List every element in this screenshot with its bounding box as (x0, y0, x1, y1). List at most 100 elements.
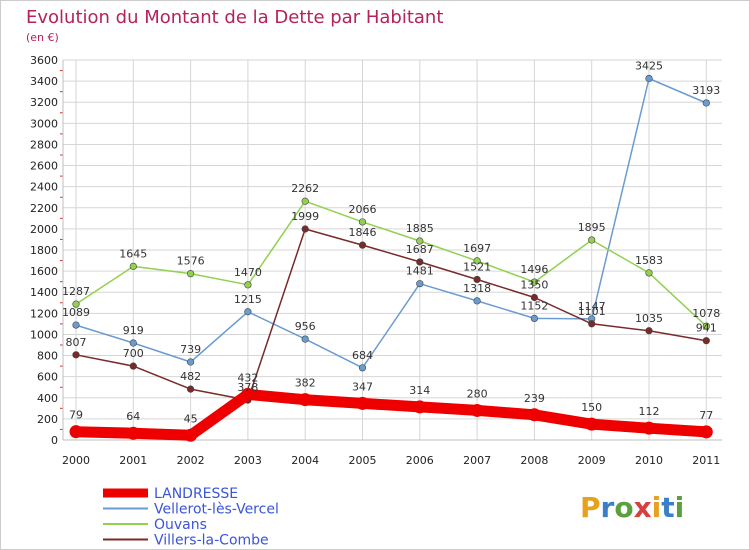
data-label: 280 (467, 387, 488, 400)
legend-label: Vellerot-lès-Vercel (154, 502, 279, 518)
y-tick-label: 400 (37, 392, 58, 405)
legend: LANDRESSEVellerot-lès-VercelOuvansViller… (103, 486, 279, 549)
data-point (358, 241, 367, 249)
data-point (129, 362, 137, 370)
data-label: 1089 (62, 306, 90, 319)
data-label: 382 (295, 377, 316, 390)
data-point (699, 425, 713, 439)
data-point (527, 408, 541, 422)
data-point (588, 236, 596, 244)
data-label: 941 (696, 322, 717, 335)
x-tick-label: 2005 (349, 454, 377, 467)
data-point (356, 396, 369, 410)
data-label: 314 (409, 384, 430, 397)
legend-label: Ouvans (154, 517, 207, 533)
chart-title: Evolution du Montant de la Dette par Hab… (26, 7, 443, 28)
data-point (69, 425, 83, 439)
data-point (530, 314, 539, 323)
y-tick-label: 600 (37, 371, 58, 384)
data-point (413, 400, 427, 414)
y-tick-label: 3400 (30, 75, 58, 88)
y-tick-label: 1200 (30, 307, 58, 320)
data-label: 3193 (692, 84, 720, 97)
data-point (588, 320, 596, 328)
legend-label: LANDRESSE (154, 486, 238, 502)
data-label: 1521 (463, 260, 491, 273)
data-point (642, 421, 656, 435)
y-tick-label: 2400 (30, 181, 58, 194)
data-point (187, 270, 195, 278)
x-tick-label: 2007 (463, 454, 491, 467)
data-label: 1895 (578, 221, 606, 234)
y-tick-label: 1000 (30, 328, 58, 341)
data-label: 1350 (520, 279, 548, 292)
data-label: 1885 (406, 222, 434, 235)
data-point (473, 257, 481, 265)
data-label: 807 (66, 336, 87, 349)
y-tick-label: 3200 (30, 96, 58, 109)
data-label: 3425 (635, 59, 663, 72)
y-tick-label: 2000 (30, 223, 58, 236)
x-tick-label: 2001 (119, 454, 147, 467)
data-point (129, 262, 137, 270)
data-label: 1287 (62, 285, 90, 298)
x-tick-label: 2009 (578, 454, 606, 467)
data-label: 1318 (463, 282, 491, 295)
data-label: 1687 (406, 243, 434, 256)
series-line-2 (75, 200, 708, 327)
data-point (129, 339, 137, 347)
data-point (702, 322, 710, 330)
data-point (244, 281, 252, 289)
data-point (241, 387, 255, 401)
y-tick-label: 800 (37, 350, 58, 363)
data-label: 1496 (520, 263, 548, 276)
data-label: 1846 (349, 226, 377, 239)
data-point (358, 218, 367, 226)
data-point (702, 337, 710, 345)
data-label: 1152 (520, 299, 548, 312)
data-label: 378 (237, 381, 258, 394)
series-line-1 (75, 77, 708, 369)
data-point (530, 293, 539, 302)
chart-subtitle: (en €) (26, 31, 59, 44)
data-point (244, 308, 252, 316)
data-point (301, 225, 309, 233)
data-point (187, 385, 195, 393)
series-lines (69, 74, 713, 442)
data-point (416, 258, 424, 266)
data-point (473, 297, 481, 305)
data-label: 1576 (177, 255, 205, 268)
data-point (645, 269, 653, 277)
data-point (301, 335, 309, 343)
x-tick-label: 2004 (291, 454, 319, 467)
data-label: 79 (69, 409, 83, 422)
data-label: 64 (126, 410, 140, 423)
data-label: 112 (639, 405, 660, 418)
data-label: 432 (237, 371, 258, 384)
data-label: 1147 (578, 300, 606, 313)
x-tick-label: 2003 (234, 454, 262, 467)
data-point (585, 417, 599, 431)
data-point (72, 321, 80, 329)
y-tick-label: 1600 (30, 265, 58, 278)
y-tick-label: 2600 (30, 160, 58, 173)
data-point (473, 275, 481, 284)
data-label: 1697 (463, 242, 491, 255)
data-label: 1078 (692, 307, 720, 320)
data-label: 77 (699, 409, 713, 422)
x-tick-label: 2002 (177, 454, 205, 467)
y-tick-label: 3600 (30, 54, 58, 67)
data-label: 2066 (349, 203, 377, 216)
data-label: 1481 (406, 265, 434, 278)
data-label: 2262 (291, 182, 319, 195)
data-point (184, 428, 198, 442)
data-label: 1999 (291, 210, 319, 223)
y-tick-label: 0 (51, 434, 58, 447)
data-label: 919 (123, 324, 144, 337)
data-label: 700 (123, 347, 144, 360)
data-labels: 1089 919 739 1215 956 684 1481 1318 1152 1147 3425… (62, 59, 720, 425)
data-point (187, 358, 195, 366)
data-label: 347 (352, 380, 373, 393)
